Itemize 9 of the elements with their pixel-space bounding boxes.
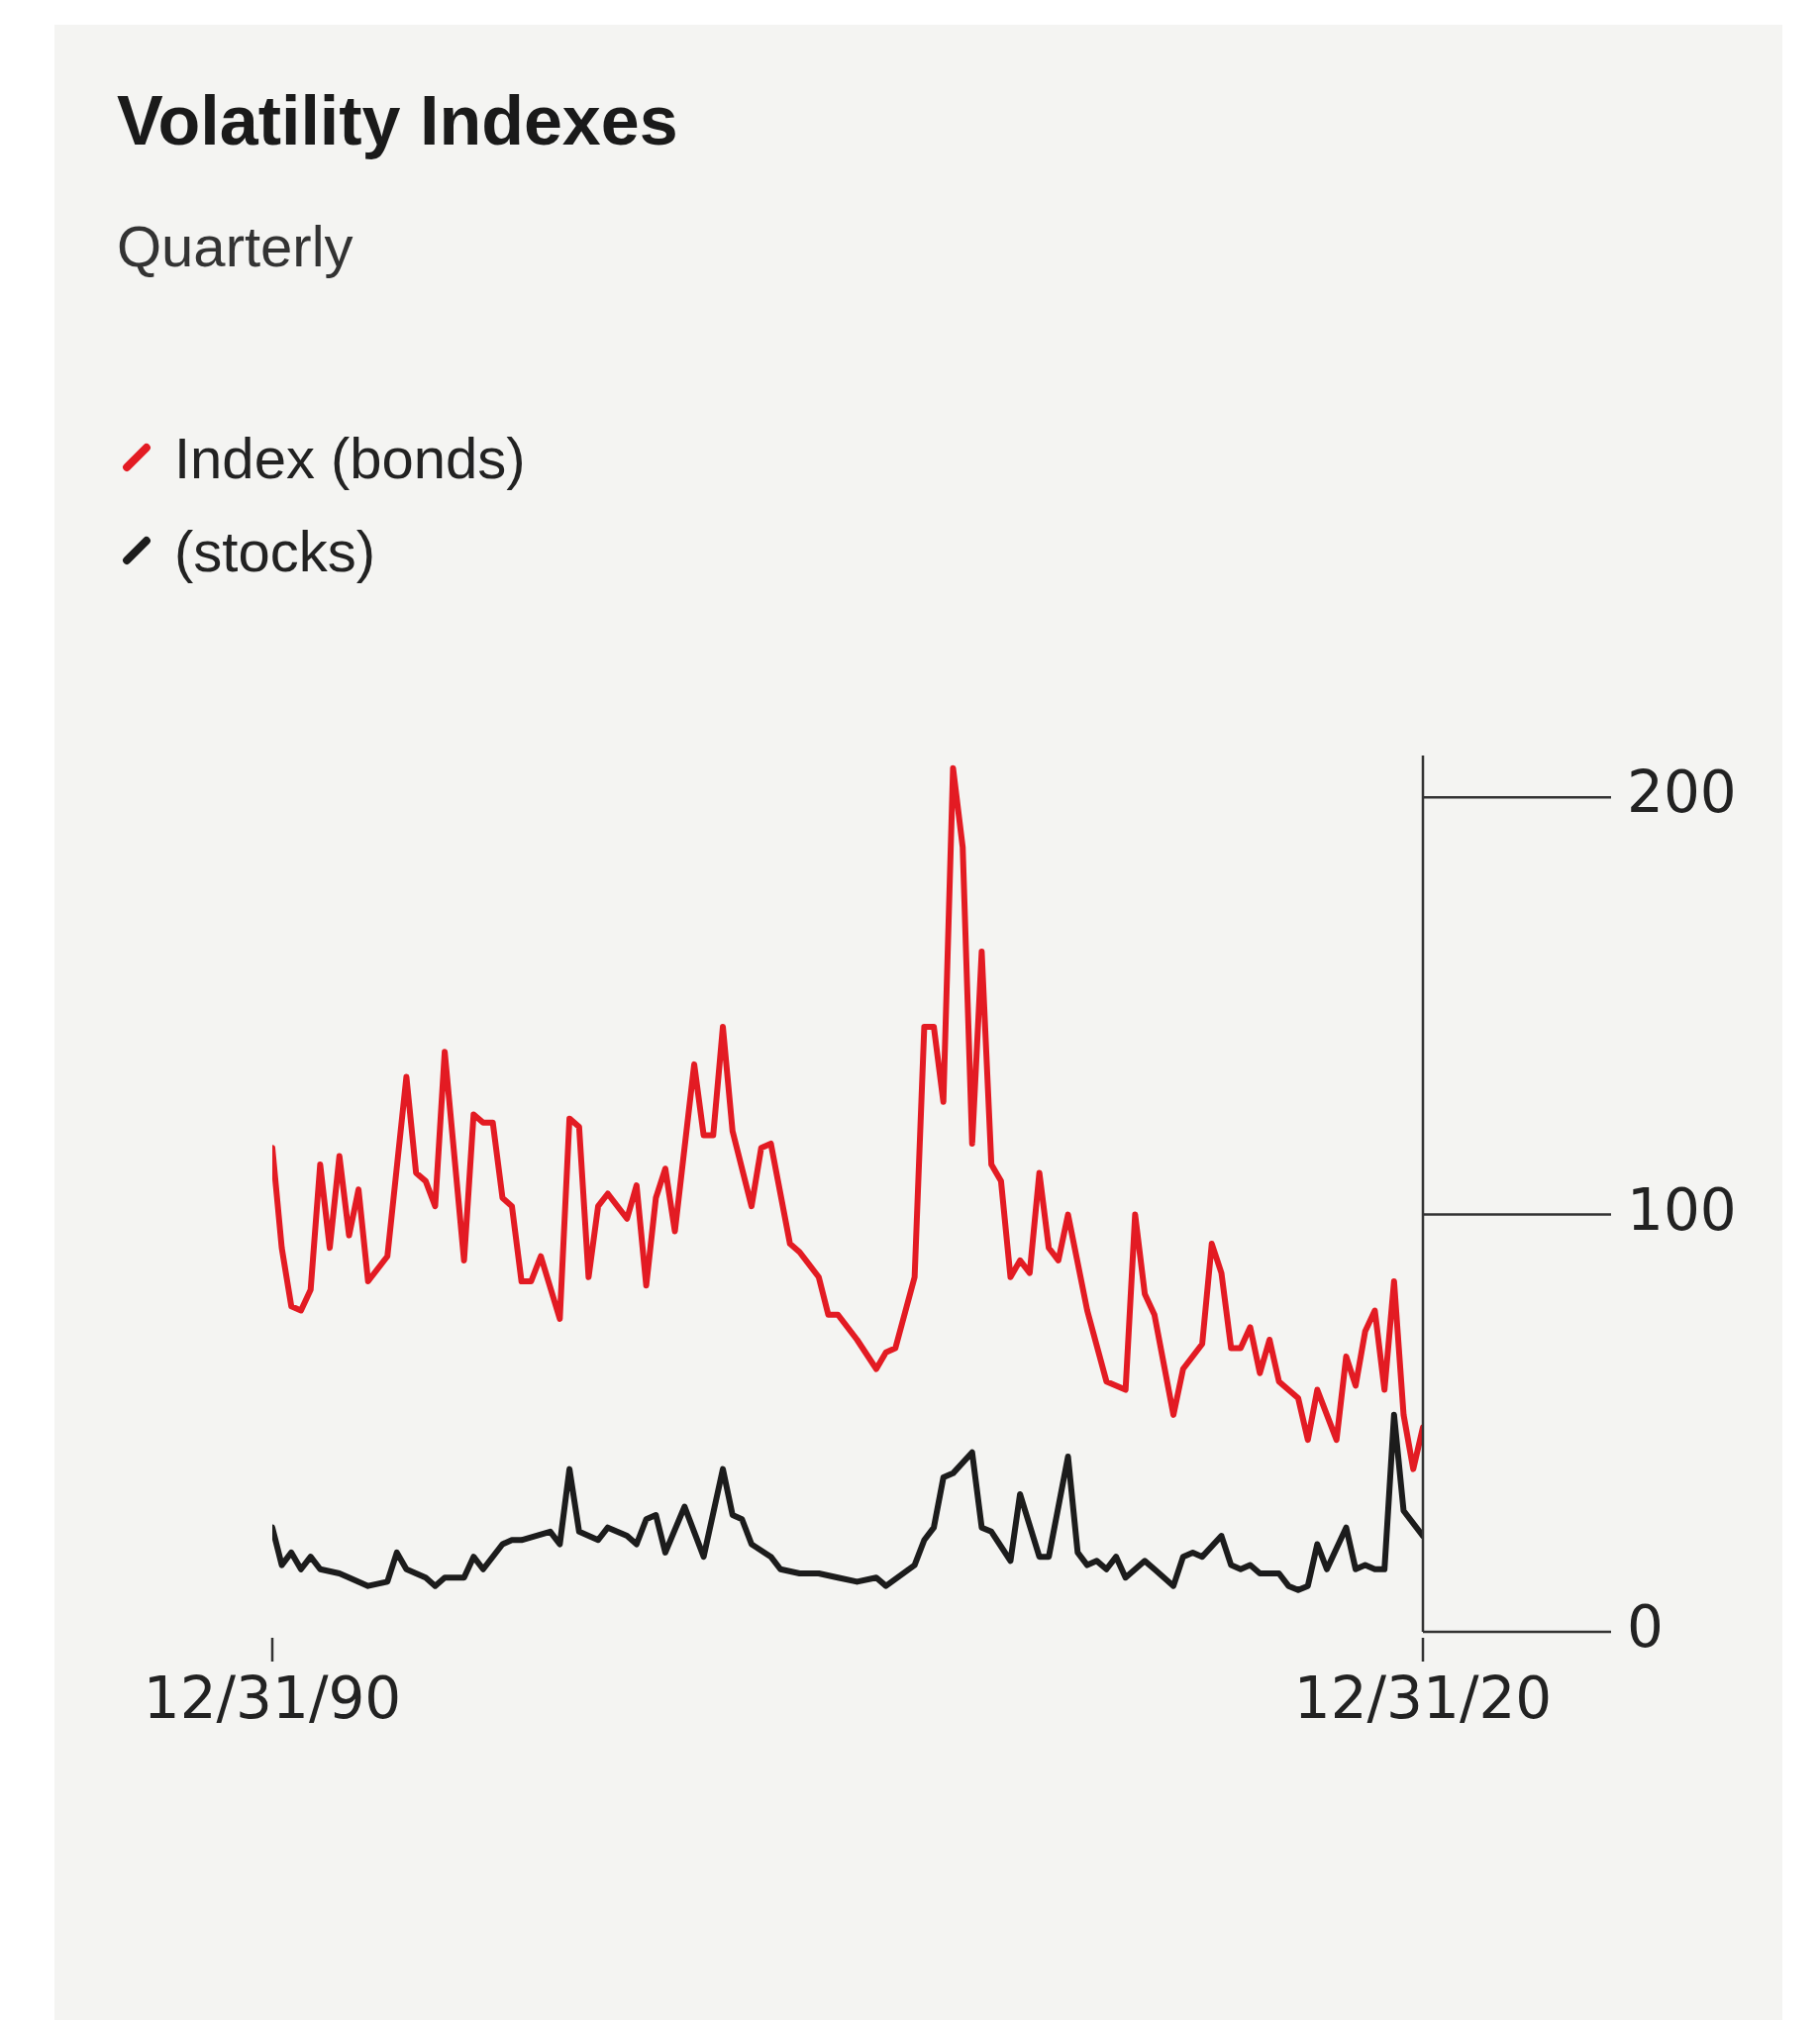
chart-title: Volatility Indexes: [117, 81, 678, 160]
legend-label: (stocks): [174, 517, 375, 584]
y-tick-label: 100: [1627, 1175, 1737, 1244]
chart-subtitle: Quarterly: [117, 213, 354, 279]
x-tick-label: 12/31/20: [1293, 1665, 1553, 1733]
y-tick-label: 0: [1627, 1593, 1664, 1662]
y-tick-label: 200: [1627, 758, 1737, 827]
legend-label: Index (bonds): [174, 424, 526, 491]
x-tick-label: 12/31/90: [143, 1665, 402, 1733]
